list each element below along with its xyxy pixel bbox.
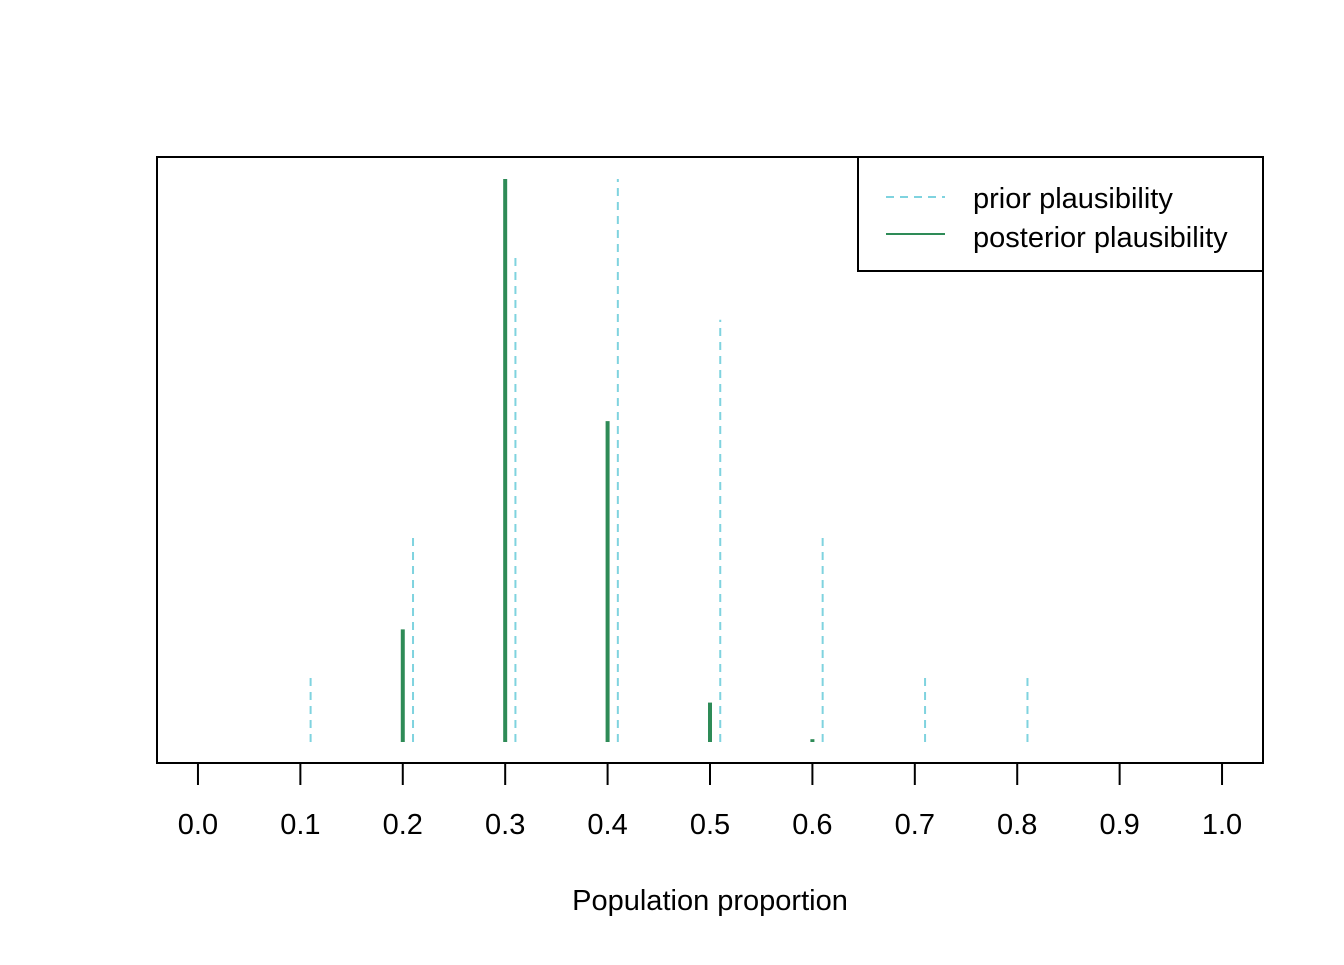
legend: prior plausibility posterior plausibilit… [857,156,1264,272]
plot-area [309,179,1029,742]
x-tick-label: 0.0 [178,809,218,841]
legend-box [857,156,1264,272]
x-tick-label: 0.3 [485,809,525,841]
x-tick-label: 0.6 [792,809,832,841]
x-tick-label: 0.4 [587,809,627,841]
x-axis-label: Population proportion [572,885,848,917]
legend-label-posterior: posterior plausibility [973,222,1228,254]
x-tick-label: 1.0 [1202,809,1242,841]
plot-frame [156,156,1264,764]
legend-label-prior: prior plausibility [973,183,1173,215]
x-tick-label: 0.5 [690,809,730,841]
x-tick-label: 0.9 [1099,809,1139,841]
x-tick-label: 0.1 [280,809,320,841]
x-tick-label: 0.2 [383,809,423,841]
x-axis: 0.0 0.1 0.2 0.3 0.4 0.5 0.6 0.7 0.8 0.9 1.0 [178,763,1242,841]
x-tick-label: 0.7 [895,809,935,841]
x-tick-label: 0.8 [997,809,1037,841]
